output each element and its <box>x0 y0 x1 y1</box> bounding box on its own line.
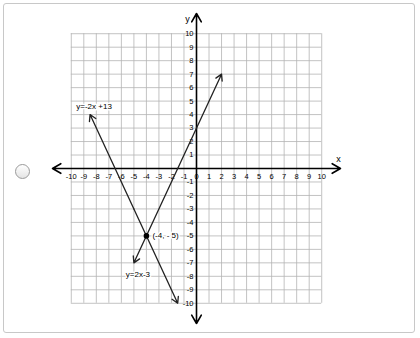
svg-text:8: 8 <box>295 172 299 181</box>
svg-text:-6: -6 <box>187 245 194 254</box>
svg-text:5: 5 <box>257 172 261 181</box>
svg-text:7: 7 <box>282 172 286 181</box>
svg-text:-8: -8 <box>93 172 100 181</box>
svg-text:6: 6 <box>189 83 193 92</box>
svg-text:10: 10 <box>318 172 326 181</box>
svg-text:0: 0 <box>194 172 198 181</box>
svg-text:10: 10 <box>185 29 193 38</box>
svg-text:-5: -5 <box>131 172 138 181</box>
svg-text:-2: -2 <box>168 171 175 181</box>
svg-text:y: y <box>185 14 190 24</box>
svg-text:-6: -6 <box>118 171 125 181</box>
svg-text:8: 8 <box>189 56 193 65</box>
svg-text:3: 3 <box>189 123 193 132</box>
svg-text:-4: -4 <box>143 172 150 181</box>
svg-text:y=2x-3: y=2x-3 <box>126 270 151 279</box>
svg-text:-5: -5 <box>187 231 194 240</box>
svg-text:-7: -7 <box>187 258 194 267</box>
svg-text:2: 2 <box>189 136 194 146</box>
svg-text:2: 2 <box>219 172 223 181</box>
svg-text:9: 9 <box>189 43 193 52</box>
svg-text:3: 3 <box>232 172 236 181</box>
svg-text:-3: -3 <box>187 204 194 213</box>
svg-text:4: 4 <box>245 172 249 181</box>
svg-text:6: 6 <box>270 172 274 181</box>
svg-text:9: 9 <box>307 172 311 181</box>
svg-text:4: 4 <box>189 110 193 119</box>
svg-text:x: x <box>336 154 341 164</box>
svg-text:-3: -3 <box>156 172 163 181</box>
svg-text:-8: -8 <box>187 272 194 281</box>
svg-text:1: 1 <box>189 150 193 159</box>
svg-text:-2: -2 <box>187 191 194 200</box>
svg-text:-10: -10 <box>66 172 77 181</box>
svg-text:1: 1 <box>207 172 211 181</box>
svg-text:-10: -10 <box>183 299 194 308</box>
svg-text:y=-2x +13: y=-2x +13 <box>76 102 112 111</box>
svg-text:-9: -9 <box>80 172 87 181</box>
svg-text:-7: -7 <box>106 172 113 181</box>
svg-text:5: 5 <box>189 97 193 106</box>
svg-text:-4: -4 <box>187 218 194 227</box>
svg-text:-1: -1 <box>187 177 194 186</box>
svg-text:7: 7 <box>189 70 193 79</box>
svg-text:-1: -1 <box>180 171 188 181</box>
svg-text:(-4, - 5): (-4, - 5) <box>152 231 179 240</box>
svg-text:-9: -9 <box>187 285 194 294</box>
